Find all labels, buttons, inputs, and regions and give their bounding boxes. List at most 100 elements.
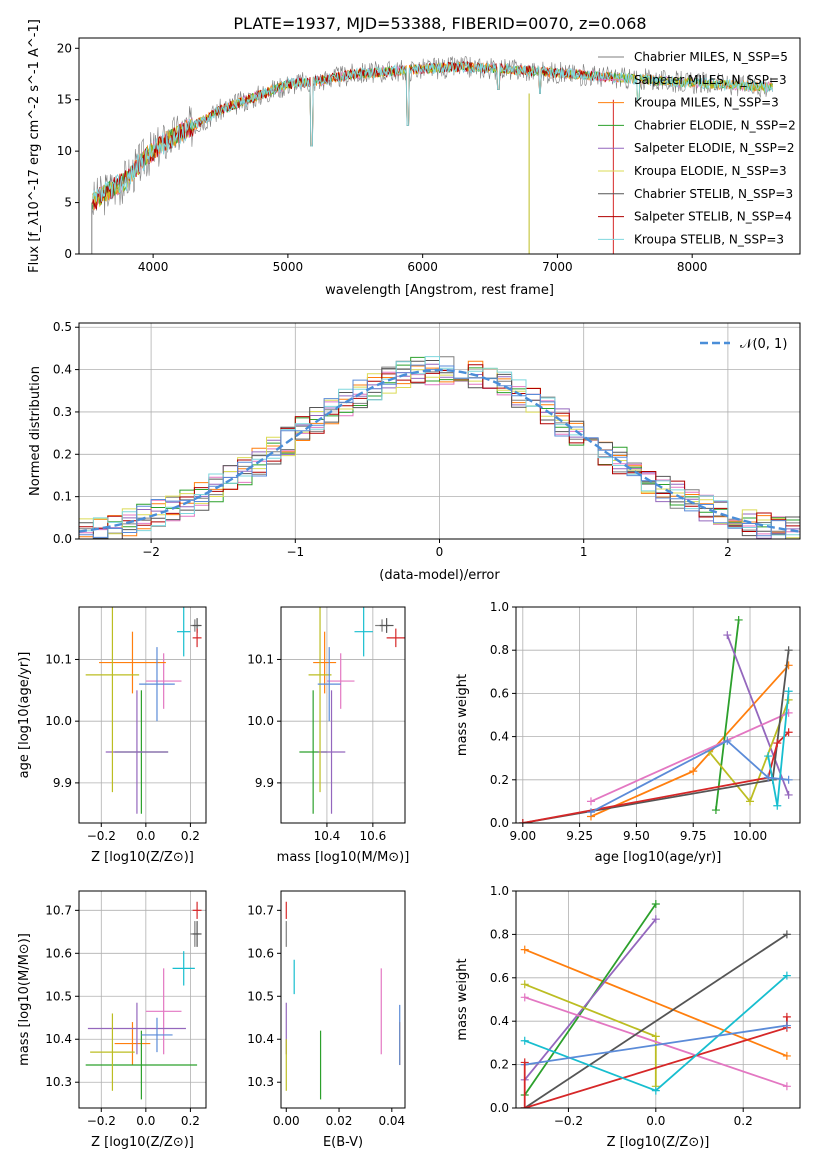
weight-marker: [773, 739, 782, 748]
x-tick-label: 0: [436, 545, 444, 559]
y-tick-label: 9.9: [255, 776, 274, 790]
error-bar-point: [354, 607, 373, 657]
y-tick-label: 0.0: [490, 1101, 509, 1115]
x-tick-label: 1: [580, 545, 588, 559]
weight-marker: [782, 1051, 791, 1060]
weight-marker: [651, 915, 660, 924]
weight-line: [715, 619, 740, 811]
weight-marker: [651, 1086, 660, 1095]
x-tick-label: 0.02: [326, 1114, 353, 1128]
weight-marker: [651, 1032, 660, 1041]
x-tick-label: −0.2: [87, 1114, 116, 1128]
y-tick-label: 10.1: [45, 652, 72, 666]
x-tick-label: 8000: [677, 260, 708, 274]
y-tick-label: 0.0: [53, 532, 72, 546]
weight-line: [524, 918, 657, 1081]
weight-line: [590, 739, 789, 813]
weight-line: [590, 711, 789, 803]
age-vs-metallicity-panel: −0.2 0.0 0.2 9.9 10.0 10.1 Z [log10(Z/Z⊙)] age …: [17, 606, 207, 865]
weight-series: [723, 631, 793, 799]
axes-frame: [78, 37, 801, 255]
y-tick-label: 20: [57, 41, 72, 55]
histogram-series: [79, 356, 800, 539]
weight-marker: [784, 728, 793, 737]
weight-series: [711, 615, 743, 815]
error-bar-point: [379, 618, 394, 633]
x-tick-label: 0.0: [646, 1114, 665, 1128]
legend-entry: Chabrier MILES, N_SSP=5: [634, 50, 788, 64]
x-tick-label: 5000: [273, 260, 304, 274]
error-bar-point: [105, 690, 169, 814]
legend-entry: Salpeter STELIB, N_SSP=4: [634, 210, 792, 224]
error-bar-point: [87, 1002, 186, 1055]
x-tick-label: 0.2: [734, 1114, 753, 1128]
gaussian-curve: [78, 368, 801, 533]
weight-marker: [520, 945, 529, 954]
axes-frame: [280, 606, 406, 824]
x-tick-label: 0.00: [273, 1114, 300, 1128]
weight-series: [586, 708, 793, 806]
weight-marker: [518, 819, 527, 823]
y-tick-label: 0.4: [490, 730, 509, 744]
x-tick-label: 10.4: [314, 829, 341, 843]
spectrum-line: [92, 61, 773, 202]
weight-marker: [651, 900, 660, 909]
axes-frame: [515, 890, 801, 1109]
error-bar-point: [192, 921, 202, 947]
x-tick-label: 6000: [407, 260, 438, 274]
y-tick-label: 0.3: [53, 405, 72, 419]
weight-marker: [723, 631, 732, 640]
x-axis-label: E(B-V): [323, 1135, 363, 1150]
weight-line: [524, 948, 788, 1057]
x-axis-label: Z [log10(Z/Z⊙)]: [91, 1135, 194, 1150]
y-tick-label: 10.5: [45, 989, 72, 1003]
spectrum-line: [92, 56, 773, 216]
x-tick-label: 2: [724, 545, 732, 559]
weight-marker: [520, 1036, 529, 1045]
y-tick-label: 10.0: [45, 714, 72, 728]
y-tick-label: 10.6: [45, 946, 72, 960]
weight-marker: [784, 646, 793, 655]
y-tick-label: 0.4: [490, 1014, 509, 1028]
y-tick-label: 0.5: [53, 320, 72, 334]
y-tick-label: 10.3: [247, 1075, 274, 1089]
age-vs-mass-panel: 10.4 10.6 9.9 10.0 10.1 mass [log10(M/M⊙)]: [247, 606, 409, 865]
weight-series: [764, 687, 793, 810]
error-bar-point: [114, 1022, 151, 1066]
error-bar-point: [85, 607, 140, 793]
x-axis-label: Z [log10(Z/Z⊙)]: [91, 850, 194, 865]
x-tick-label: 4000: [138, 260, 169, 274]
y-tick-label: 10.0: [247, 714, 274, 728]
weight-line: [524, 996, 788, 1088]
y-axis-label: mass weight: [455, 958, 470, 1040]
y-tick-label: 0: [64, 247, 72, 261]
x-tick-label: 7000: [542, 260, 573, 274]
error-bar-point: [141, 1017, 173, 1053]
weight-line: [524, 1024, 788, 1066]
y-tick-label: 10.1: [247, 652, 274, 666]
x-tick-label: −0.2: [554, 1114, 583, 1128]
error-bar-point: [317, 690, 346, 814]
x-tick-label: 0.04: [378, 1114, 405, 1128]
x-tick-label: 0.0: [136, 1114, 155, 1128]
error-bar-point: [317, 647, 341, 722]
y-tick-label: 10.4: [45, 1032, 72, 1046]
residual-histogram-panel: −2 −1 0 1 2 0.0 0.1 0.2 0.3 0.4 0.5 𝒩(0, 1) (data-mo…: [28, 320, 801, 583]
weight-marker: [764, 752, 773, 761]
y-tick-label: 10.4: [247, 1032, 274, 1046]
weight-marker: [520, 1058, 529, 1067]
weight-marker: [711, 806, 720, 815]
x-axis-label: age [log10(age/yr)]: [595, 850, 722, 865]
weight-vs-metallicity-panel: −0.2 0.0 0.2 0.0 0.2 0.4 0.6 0.8 1.0 Z [log10(Z/Z…: [455, 884, 801, 1150]
axes-frame: [78, 606, 207, 824]
y-axis-label: age [log10(age/yr)]: [17, 652, 32, 779]
axes-frame: [280, 890, 406, 1109]
y-tick-label: 0.0: [490, 816, 509, 830]
mass-vs-extinction-panel: 0.00 0.02 0.04 10.3 10.4 10.5 10.6 10.7 E(B-V): [247, 890, 406, 1150]
weight-marker: [764, 773, 773, 782]
weight-marker: [586, 797, 595, 806]
legend-entry: Kroupa STELIB, N_SSP=3: [634, 232, 784, 246]
error-bar-point: [85, 1030, 198, 1100]
weight-marker: [784, 775, 793, 784]
weight-marker: [520, 1104, 529, 1108]
